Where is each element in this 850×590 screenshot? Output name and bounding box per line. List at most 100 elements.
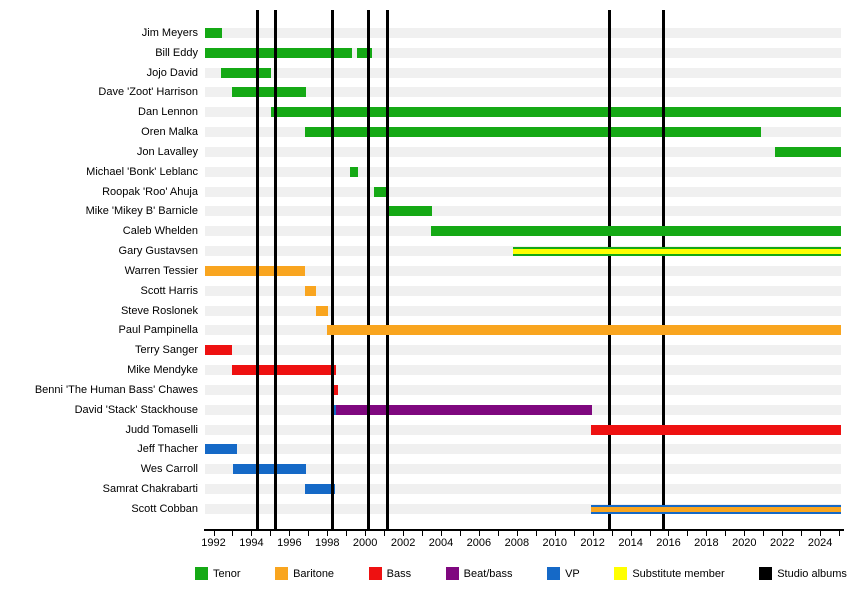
row-background-stripe [205,285,841,296]
row-background-stripe [205,166,841,177]
axis-tick [668,531,670,536]
member-name-label: Judd Tomaselli [125,423,198,436]
axis-tick-label: 2022 [769,537,795,549]
axis-tick [327,531,329,536]
studio-album-line [256,10,260,530]
legend-swatch-studio-albums [759,567,773,580]
legend-label: Substitute member [632,567,725,580]
tenure-bar [350,166,358,177]
legend-item: Studio albums [759,567,847,580]
member-name-label: Mike 'Mikey B' Barnicle [85,205,198,218]
tenure-bar [373,186,388,197]
member-name-label: Jeff Thacher [137,443,198,456]
row-background-stripe [205,345,841,356]
member-name-label: Jim Meyers [141,27,198,39]
x-axis-line [204,529,844,531]
legend-item: VP [547,567,580,580]
tenure-bar [387,206,432,217]
studio-album-line [331,10,335,530]
axis-tick-label: 2024 [807,537,833,549]
row-background-stripe [205,47,841,58]
member-name-label: Dave 'Zoot' Harrison [98,86,198,99]
tenure-bar [205,47,352,58]
legend-swatch-beat-bass [445,567,459,580]
legend-label: VP [565,567,580,580]
axis-tick [763,531,765,536]
axis-tick [441,531,442,536]
tenure-bar [205,28,223,38]
tenure-bar [335,404,592,415]
legend-item: Substitute member [614,567,725,580]
axis-tick [630,531,632,536]
row-background-stripe [205,206,841,217]
member-name-label: Scott Harris [140,284,198,297]
row-background-stripe [205,87,841,98]
legend-swatch-bass [368,567,382,580]
tenure-bar [590,424,841,435]
member-name-label: Steve Roslonek [120,304,198,317]
tenure-bar [315,305,329,316]
member-name-label: Warren Tessier [124,264,198,277]
axis-tick-label: 2010 [542,537,567,549]
row-background-stripe [205,444,841,455]
member-name-label: Wes Carroll [140,463,198,476]
member-name-label: Mike Mendyke [127,364,198,377]
axis-tick [535,531,537,536]
axis-tick [422,531,424,536]
tenure-bar [205,265,306,276]
member-name-label: David 'Stack' Stackhouse [74,403,198,416]
axis-tick-label: 1992 [201,537,226,549]
legend-label: Bass [386,567,412,580]
member-name-label: Dan Lennon [138,106,198,119]
row-background-stripe [205,464,841,475]
legend-label: Tenor [213,567,241,580]
member-name-label: Roopak 'Roo' Ahuja [102,185,198,198]
row-background-stripe [205,146,841,157]
legend-item: Bass [368,567,412,580]
tenure-bar [304,285,316,296]
legend-swatch-tenor [195,567,208,580]
member-name-label: Gary Gustavsen [118,245,198,258]
member-name-label: Bill Eddy [155,46,198,59]
axis-tick-label: 1994 [239,537,264,549]
legend-label: Beat/bass [463,567,513,580]
axis-tick [232,531,234,536]
member-name-label: Caleb Whelden [122,225,198,238]
studio-album-line [386,10,390,530]
axis-tick [346,531,348,536]
axis-tick [497,531,499,536]
row-background-stripe [205,484,841,495]
row-background-stripe [205,186,841,197]
axis-tick [744,531,746,536]
axis-tick [554,531,556,536]
row-background-stripe [205,424,841,435]
tenure-bar [774,146,841,157]
axis-tick-label: 2002 [390,537,416,549]
row-background-stripe [205,305,841,316]
axis-tick-label: 2016 [656,537,681,549]
axis-tick [459,531,461,536]
row-background-stripe [205,384,841,395]
tenure-bar [332,384,338,395]
tenure-bar [327,325,841,336]
axis-tick [820,531,822,536]
tenure-bar-substitute [590,504,841,514]
axis-tick [839,531,841,536]
tenure-bar [304,127,762,138]
row-background-stripe [205,503,841,514]
axis-tick-label: 2004 [428,537,454,549]
member-name-label: Michael 'Bonk' Leblanc [86,165,198,178]
studio-album-line [608,10,612,530]
legend-swatch-substitute-member [614,567,628,580]
legend-item: Tenor [195,567,241,580]
axis-tick [573,531,575,536]
legend-label: Studio albums [777,567,847,580]
tenure-bar [205,345,232,356]
axis-tick [270,531,272,536]
row-background-stripe [205,28,841,38]
axis-tick-label: 2020 [732,537,757,549]
axis-tick [403,531,405,536]
legend-item: Baritone [275,567,334,580]
axis-tick [592,531,594,536]
axis-tick [611,531,613,536]
